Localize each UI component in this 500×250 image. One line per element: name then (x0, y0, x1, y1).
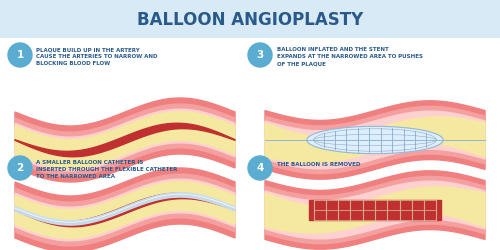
Polygon shape (15, 174, 235, 246)
Polygon shape (15, 193, 235, 225)
FancyBboxPatch shape (0, 0, 500, 38)
Polygon shape (265, 181, 485, 239)
Text: 3: 3 (256, 50, 264, 60)
Circle shape (8, 43, 32, 67)
Text: PLAQUE BUILD UP IN THE ARTERY
CAUSE THE ARTERIES TO NARROW AND
BLOCKING BLOOD FL: PLAQUE BUILD UP IN THE ARTERY CAUSE THE … (36, 47, 158, 66)
Text: BALLOON ANGIOPLASTY: BALLOON ANGIOPLASTY (137, 11, 363, 29)
Polygon shape (15, 193, 235, 227)
Polygon shape (15, 123, 235, 157)
Polygon shape (309, 200, 441, 220)
Polygon shape (265, 106, 485, 174)
Circle shape (248, 156, 272, 180)
Polygon shape (265, 171, 485, 249)
Polygon shape (265, 176, 485, 244)
Text: 4: 4 (256, 163, 264, 173)
Polygon shape (15, 109, 235, 171)
Circle shape (8, 156, 32, 180)
Text: A SMALLER BALLOON CATHETER IS
INSERTED THROUGH THE FLEXIBLE CATHETER
TO THE NARR: A SMALLER BALLOON CATHETER IS INSERTED T… (36, 160, 178, 179)
Polygon shape (265, 101, 485, 179)
Polygon shape (265, 117, 485, 163)
Ellipse shape (307, 126, 443, 154)
Circle shape (248, 43, 272, 67)
Text: 1: 1 (16, 50, 24, 60)
Text: THE BALLOON IS REMOVED: THE BALLOON IS REMOVED (277, 162, 360, 167)
Polygon shape (265, 111, 485, 169)
Text: 2: 2 (16, 163, 24, 173)
Polygon shape (15, 182, 235, 238)
Polygon shape (265, 187, 485, 233)
Polygon shape (15, 168, 235, 250)
Polygon shape (15, 104, 235, 176)
Polygon shape (15, 179, 235, 241)
Polygon shape (15, 112, 235, 168)
Text: BALLOON INFLATED AND THE STENT
EXPANDS AT THE NARROWED AREA TO PUSHES
OF THE PLA: BALLOON INFLATED AND THE STENT EXPANDS A… (277, 47, 423, 66)
Polygon shape (15, 98, 235, 182)
